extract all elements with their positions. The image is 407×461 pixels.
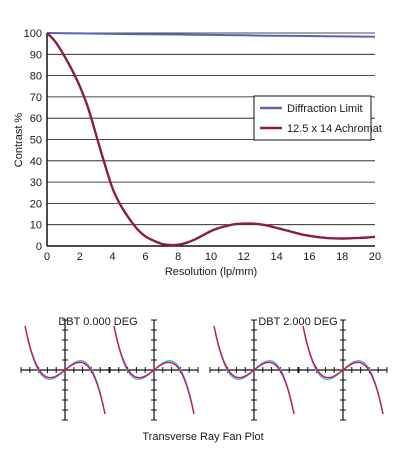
legend: Diffraction Limit 12.5 x 14 Achromat bbox=[253, 95, 382, 141]
y-tick-label-20: 20 bbox=[30, 198, 42, 210]
x-tick-label-18: 18 bbox=[336, 251, 348, 263]
ray-fan-plot-3 bbox=[298, 319, 388, 421]
series-line-0 bbox=[46, 32, 376, 38]
ray-fan-plot-2 bbox=[209, 319, 299, 421]
x-tick-label-4: 4 bbox=[110, 251, 116, 263]
fan-curve-red bbox=[302, 325, 384, 415]
series-lines bbox=[46, 32, 376, 247]
legend-label-diffraction-limit: Diffraction Limit bbox=[287, 103, 363, 115]
y-tick-label-10: 10 bbox=[30, 220, 42, 232]
y-axis-title: Contrast % bbox=[13, 113, 25, 168]
y-tick-labels: 0 10 20 30 40 50 60 70 80 90 100 bbox=[24, 28, 42, 253]
x-tick-label-2: 2 bbox=[77, 251, 83, 263]
fan-group-title-0: DBT 0.000 DEG bbox=[58, 316, 137, 328]
fan-curve-red bbox=[24, 325, 106, 415]
y-tick-label-80: 80 bbox=[30, 71, 42, 83]
y-tick-label-90: 90 bbox=[30, 49, 42, 61]
x-tick-label-6: 6 bbox=[142, 251, 148, 263]
x-axis-title: Resolution (lp/mm) bbox=[165, 266, 257, 278]
x-tick-label-20: 20 bbox=[369, 251, 381, 263]
x-tick-label-16: 16 bbox=[303, 251, 315, 263]
x-tick-label-10: 10 bbox=[205, 251, 217, 263]
ray-fan-section: DBT 0.000 DEG DBT 2.000 DEG Transverse R… bbox=[20, 316, 388, 443]
fan-curve-red bbox=[213, 325, 295, 415]
x-tick-label-8: 8 bbox=[175, 251, 181, 263]
ray-fan-plot-1 bbox=[109, 319, 199, 421]
x-tick-label-12: 12 bbox=[238, 251, 250, 263]
legend-label-achromat: 12.5 x 14 Achromat bbox=[287, 123, 382, 135]
legend-box bbox=[253, 95, 372, 141]
ray-fan-plot-0 bbox=[20, 319, 110, 421]
fan-group-title-1: DBT 2.000 DEG bbox=[258, 316, 337, 328]
y-tick-label-40: 40 bbox=[30, 156, 42, 168]
x-tick-labels: 0 2 4 6 8 10 12 14 16 18 20 bbox=[44, 251, 381, 263]
y-tick-label-30: 30 bbox=[30, 177, 42, 189]
fan-plots bbox=[20, 319, 388, 421]
ray-fan-caption: Transverse Ray Fan Plot bbox=[142, 431, 263, 443]
y-tick-label-50: 50 bbox=[30, 135, 42, 147]
fan-curve-red bbox=[113, 325, 195, 415]
y-tick-label-60: 60 bbox=[30, 113, 42, 125]
series-line-1 bbox=[46, 32, 376, 247]
y-tick-label-0: 0 bbox=[36, 241, 42, 253]
y-tick-label-70: 70 bbox=[30, 92, 42, 104]
x-tick-label-0: 0 bbox=[44, 251, 50, 263]
y-tick-label-100: 100 bbox=[24, 28, 42, 40]
x-tick-label-14: 14 bbox=[270, 251, 282, 263]
mtf-chart: 0 10 20 30 40 50 60 70 80 90 100 0 2 4 6 8 10 12 14 16 18 20… bbox=[13, 28, 382, 278]
